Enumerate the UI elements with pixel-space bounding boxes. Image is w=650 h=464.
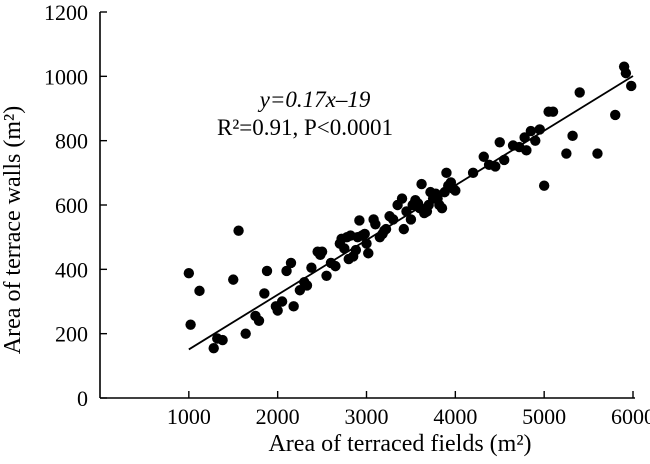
x-axis-label: Area of terraced fields (m²): [268, 431, 531, 457]
y-tick-label: 1200: [44, 0, 88, 25]
data-point: [306, 262, 317, 273]
y-axis-label: Area of terrace walls (m²): [0, 106, 26, 354]
data-point: [330, 260, 341, 272]
y-ticks: 0 200 400 600 800 1000 1200: [44, 0, 107, 411]
data-point: [285, 257, 297, 269]
x-tick-label: 1000: [167, 404, 211, 429]
data-point: [354, 215, 365, 226]
data-point: [538, 180, 550, 191]
regression-line: [188, 75, 634, 351]
data-point: [276, 296, 288, 307]
data-point: [370, 219, 381, 230]
data-point: [261, 265, 273, 277]
data-point: [547, 106, 559, 117]
data-point: [620, 67, 632, 79]
y-tick-label: 0: [77, 386, 88, 411]
data-point: [301, 280, 313, 291]
data-point: [626, 80, 637, 92]
data-point: [416, 178, 427, 190]
data-point: [610, 109, 621, 121]
data-point: [561, 148, 572, 159]
equation-annotation: y=0.17x–19: [258, 87, 371, 112]
data-point: [441, 167, 452, 179]
y-tick-label: 1000: [44, 64, 88, 89]
data-point: [396, 193, 408, 204]
data-point: [490, 161, 501, 172]
data-point: [363, 248, 374, 259]
x-tick-label: 2000: [256, 404, 300, 429]
y-tick-label: 400: [55, 257, 88, 282]
data-point: [183, 267, 195, 279]
data-point: [398, 223, 410, 235]
x-tick-label: 5000: [522, 404, 566, 429]
data-point: [321, 270, 332, 281]
y-tick-label: 200: [55, 322, 88, 347]
data-point: [217, 334, 228, 346]
data-point: [521, 145, 532, 156]
data-point: [240, 328, 251, 339]
data-point: [592, 148, 603, 159]
data-point: [194, 285, 205, 297]
data-point: [253, 315, 265, 326]
data-points: [183, 61, 637, 354]
y-tick-label: 800: [55, 129, 88, 154]
data-point: [574, 87, 585, 98]
data-point: [519, 132, 530, 143]
data-point: [405, 214, 417, 225]
x-tick-label: 4000: [433, 404, 477, 429]
data-point: [494, 137, 505, 148]
stats-annotation: R²=0.91, P<0.0001: [217, 115, 393, 140]
data-point: [233, 225, 244, 236]
x-ticks: 1000 2000 3000 4000 5000 6000: [167, 391, 650, 429]
data-point: [208, 342, 219, 354]
y-tick-label: 600: [55, 193, 88, 218]
data-point: [228, 274, 239, 285]
x-tick-label: 6000: [611, 404, 650, 429]
axes: [99, 12, 635, 399]
data-point: [281, 265, 292, 277]
data-point: [288, 301, 299, 312]
data-point: [478, 151, 489, 162]
data-point: [316, 246, 328, 257]
data-point: [185, 319, 196, 330]
data-point: [436, 203, 448, 214]
data-point: [567, 130, 578, 142]
data-point: [525, 125, 537, 137]
data-point: [359, 228, 370, 240]
x-tick-label: 3000: [345, 404, 389, 429]
data-point: [339, 243, 350, 254]
data-point: [272, 305, 283, 316]
data-point: [259, 288, 270, 299]
